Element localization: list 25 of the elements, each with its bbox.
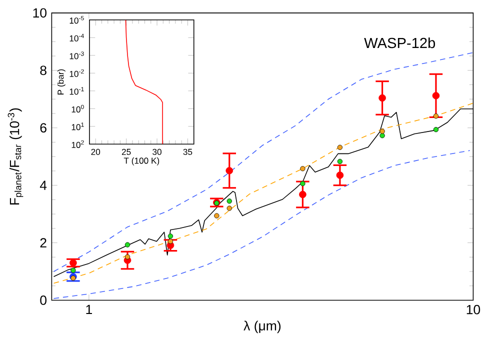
- x-tick-label: 30: [152, 148, 162, 155]
- y-tick-label: 10$^{-2}$: [70, 69, 84, 77]
- y-tick-label: 10$^{1}$: [72, 122, 84, 130]
- y-tick-label: 10: [33, 8, 46, 18]
- y-tick-label: 10$^{2}$: [72, 140, 84, 148]
- y-tick-label: 10$^{0}$: [72, 104, 84, 112]
- y-tick-label: 8: [40, 66, 46, 76]
- y-axis-title: F$_{planet}$/F$_{star}$ (10$^{-3}$): [8, 108, 24, 205]
- y-tick-label: 0: [40, 296, 46, 305]
- x-axis-title: T (100 K): [124, 157, 160, 166]
- y-tick-label: 4: [40, 180, 47, 190]
- y-tick-label: 10$^{-1}$: [70, 87, 84, 95]
- y-tick-label: 6: [40, 123, 46, 133]
- x-tick-label: 20: [91, 148, 100, 155]
- x-tick-label: 25: [122, 148, 131, 155]
- x-axis-title: λ (μm): [244, 320, 281, 334]
- annotation: WASP-12b: [364, 37, 436, 48]
- y-tick-label: 10$^{-3}$: [70, 52, 84, 60]
- line-series: [125, 20, 163, 144]
- y-axis-title: P (bar): [57, 69, 66, 94]
- y-tick-label: 10$^{-4}$: [70, 34, 84, 42]
- x-tick-label: 35: [183, 148, 192, 155]
- y-tick-label: 2: [40, 238, 46, 248]
- x-tick-label: 1: [86, 304, 92, 314]
- y-tick-label: 10$^{-5}$: [70, 16, 84, 24]
